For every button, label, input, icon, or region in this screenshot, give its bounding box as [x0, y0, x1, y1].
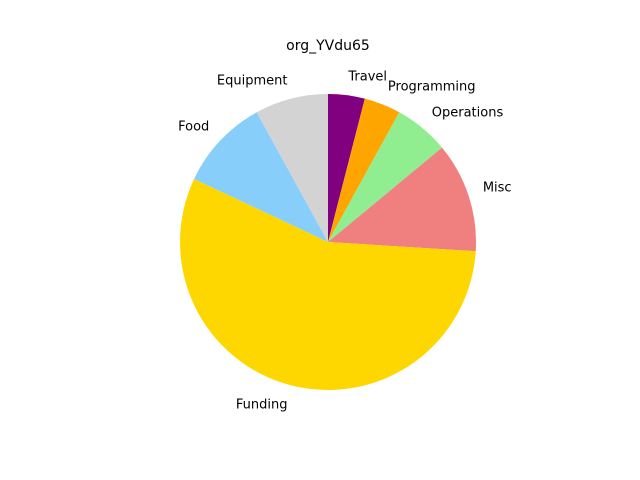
pie-slice-travel: [328, 94, 365, 242]
pie-slice-operations: [328, 112, 443, 242]
chart-title: org_YVdu65: [286, 38, 370, 54]
pie-slice-equipment: [256, 94, 328, 242]
slice-label-equipment: Equipment: [217, 73, 288, 88]
pie-slices: [180, 94, 477, 391]
pie-slice-programming: [328, 98, 400, 243]
slice-label-food: Food: [178, 120, 209, 135]
slice-label-operations: Operations: [432, 106, 504, 121]
pie-slice-misc: [328, 147, 477, 252]
pie-slice-funding: [180, 178, 476, 391]
slice-label-misc: Misc: [483, 181, 512, 196]
slice-label-funding: Funding: [236, 397, 288, 412]
pie-slice-food: [194, 112, 328, 242]
slice-label-programming: Programming: [388, 80, 476, 95]
slice-label-travel: Travel: [347, 69, 387, 84]
